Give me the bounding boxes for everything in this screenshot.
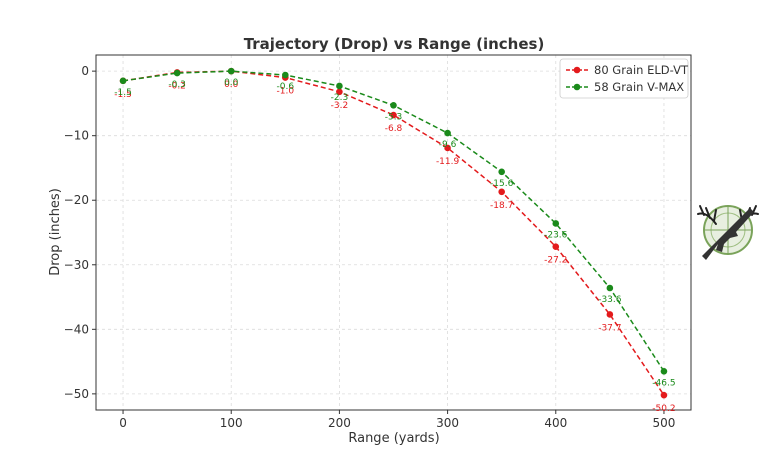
data-point [390, 111, 397, 119]
data-label: -1.0 [277, 87, 295, 97]
data-point [282, 71, 289, 79]
grid [96, 55, 691, 410]
y-axis-label: Drop (inches) [48, 188, 63, 276]
y-tick-label: −20 [64, 193, 89, 207]
data-label: -23.6 [544, 230, 568, 240]
data-label: -50.2 [652, 404, 675, 414]
data-label: -33.6 [598, 295, 622, 305]
y-tick-label: 0 [81, 64, 89, 78]
legend-box [559, 58, 689, 99]
data-label: -27.2 [544, 256, 567, 266]
legend: 80 Grain ELD-VT 58 Grain V-MAX [559, 58, 689, 99]
data-label: 0.0 [224, 80, 239, 90]
data-point [606, 311, 614, 318]
x-tick-label: 400 [544, 416, 567, 430]
data-label: -37.7 [598, 323, 621, 333]
chart-title: Trajectory (Drop) vs Range (inches) [244, 35, 545, 53]
data-point [444, 144, 451, 152]
data-label: -18.7 [490, 201, 513, 211]
data-label: -3.2 [331, 101, 349, 111]
x-tick-label: 200 [328, 416, 351, 430]
data-label: -9.6 [439, 140, 457, 150]
x-axis-label: Range (yards) [348, 431, 439, 446]
y-tick-label: −30 [64, 258, 89, 272]
data-point [227, 67, 235, 75]
x-tick-label: 100 [220, 416, 243, 430]
data-point [660, 391, 668, 399]
data-point [552, 220, 560, 227]
data-label: -46.5 [652, 378, 675, 388]
series: -1.5 -0.2 0.0 -1.0 -3.2 -6.8 -11.9 -18.7 -27.2 -3… [114, 67, 676, 414]
data-point [336, 82, 343, 90]
data-label: -0.3 [168, 80, 186, 90]
y-tick-label: −50 [64, 387, 89, 401]
data-label: -5.3 [385, 112, 403, 122]
data-point [498, 188, 505, 196]
data-point [552, 243, 560, 250]
legend-entry: 80 Grain ELD-VT [594, 63, 689, 77]
data-label: -0.2 [168, 81, 186, 91]
data-label: 0.0 [224, 78, 239, 88]
data-label: -2.3 [331, 93, 349, 103]
deer-antler-rifle-logo-icon [697, 205, 759, 260]
data-label: -15.6 [490, 179, 514, 189]
data-label: -0.6 [277, 82, 295, 92]
data-label: -6.8 [385, 124, 403, 134]
data-label: -11.9 [436, 157, 460, 167]
x-tick-label: 500 [653, 416, 676, 430]
legend-marker [573, 83, 581, 91]
data-label: -1.5 [114, 90, 132, 100]
data-label: -1.5 [114, 88, 132, 98]
y-tick-label: −10 [64, 129, 89, 143]
data-point [173, 69, 181, 77]
data-point [444, 129, 451, 137]
data-point [119, 77, 127, 85]
data-point [336, 88, 343, 96]
x-tick-label: 0 [119, 416, 127, 430]
legend-marker [573, 66, 581, 74]
y-tick-label: −40 [64, 322, 89, 336]
legend-entry: 58 Grain V-MAX [594, 80, 684, 94]
data-point [390, 102, 397, 109]
axis-ticks: 0 100 200 300 400 500 0 −10 −20 −30 −40 −50 [64, 64, 676, 430]
x-tick-label: 300 [436, 416, 459, 430]
data-point [660, 367, 668, 375]
series-v-max: -1.5 -0.3 0.0 -0.6 -2.3 -5.3 -9.6 -15.6 -23.6 -33… [114, 67, 676, 388]
plot-area-frame [95, 54, 692, 411]
data-point [498, 168, 505, 176]
data-point [606, 284, 614, 292]
